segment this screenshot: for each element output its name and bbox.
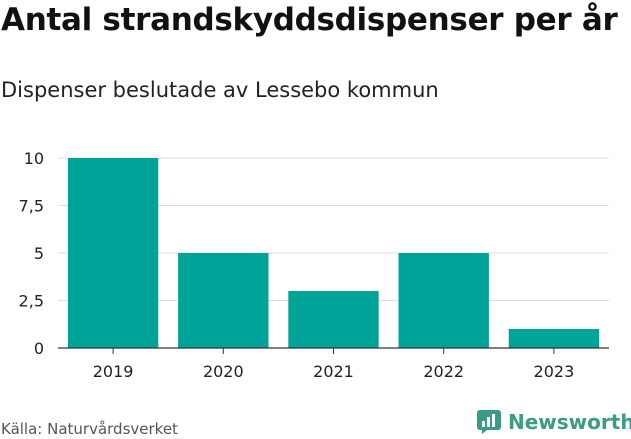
x-tick-label: 2022 (423, 362, 464, 381)
y-tick-label: 2,5 (19, 292, 44, 311)
brand-name: Newsworthy (508, 410, 631, 434)
y-tick-label: 5 (34, 244, 44, 263)
y-tick-label: 10 (24, 149, 44, 168)
bar-2023 (508, 329, 600, 348)
chart-title: Antal strandskyddsdispenser per år (1, 2, 618, 38)
x-tick-label: 2019 (93, 362, 134, 381)
x-tick-label: 2020 (203, 362, 244, 381)
x-tick-label: 2023 (534, 362, 575, 381)
bar-2020 (178, 253, 269, 348)
y-tick-label: 7,5 (19, 197, 44, 216)
brand-logo: Newsworthy (476, 409, 631, 435)
x-tick-label: 2021 (313, 362, 354, 381)
bar-2022 (398, 253, 489, 348)
source-note: Källa: Naturvårdsverket (1, 420, 178, 438)
chart-subtitle: Dispenser beslutade av Lessebo kommun (1, 78, 439, 102)
newsworthy-icon (477, 410, 501, 434)
bar-chart: 0 2,5 5 7,5 10 2019 2020 2021 2022 2023 (19, 149, 609, 381)
bar-2019 (67, 158, 159, 348)
y-tick-label: 0 (34, 339, 44, 358)
bar-2021 (288, 291, 379, 348)
